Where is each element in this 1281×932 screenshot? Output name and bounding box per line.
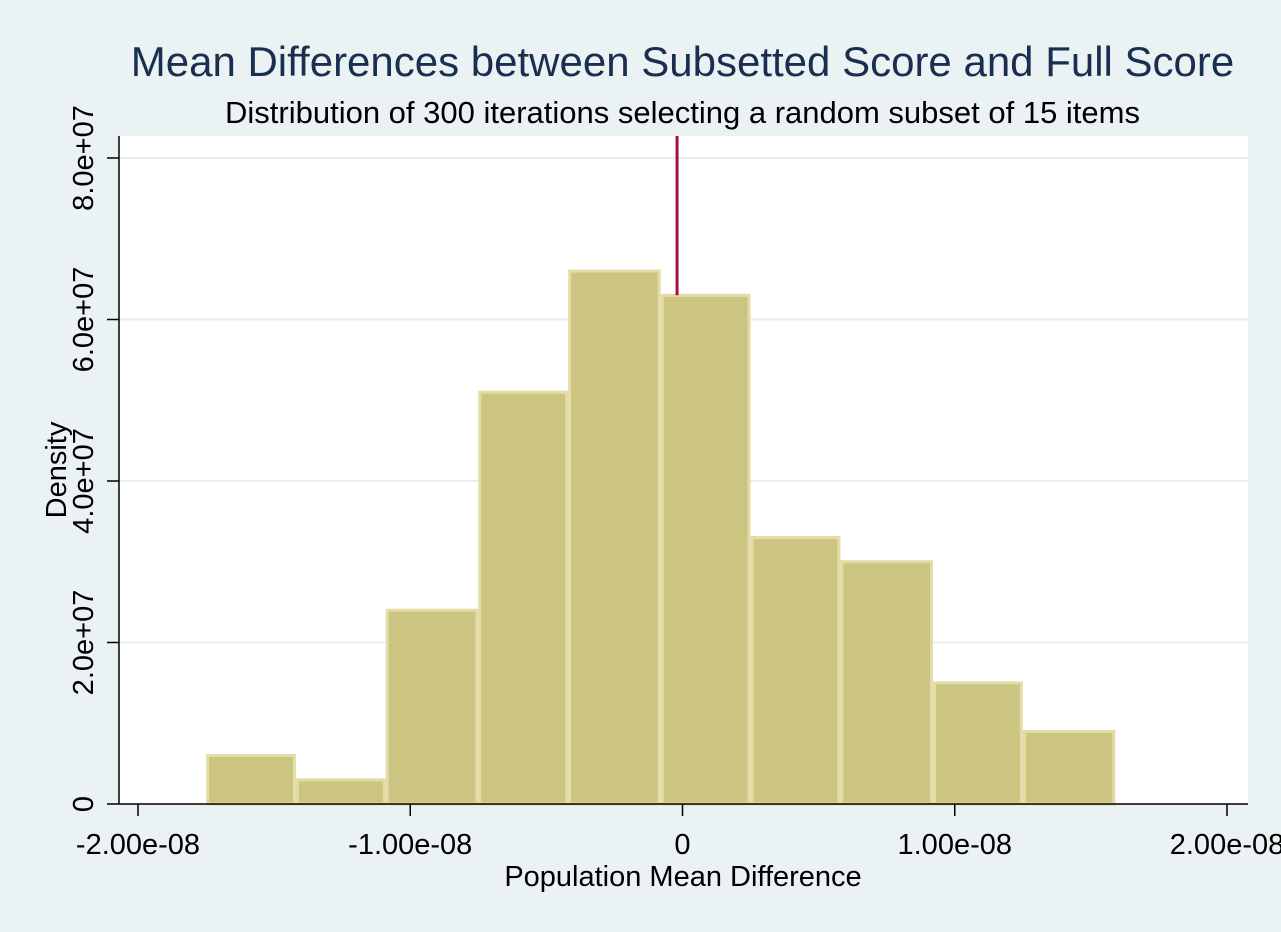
- histogram-bar: [478, 390, 569, 806]
- y-tick-label: 4.0e+07: [68, 428, 100, 534]
- y-tick-label: 6.0e+07: [68, 267, 100, 373]
- histogram-bar: [660, 293, 751, 806]
- chart-subtitle: Distribution of 300 iterations selecting…: [225, 95, 1140, 130]
- histogram-bar: [932, 681, 1023, 806]
- x-tick-label: 0: [674, 829, 690, 861]
- x-axis-label: Population Mean Difference: [504, 861, 861, 893]
- x-tick-label: -2.00e-08: [76, 829, 200, 861]
- y-tick-label: 2.0e+07: [68, 590, 100, 696]
- histogram-bar: [1022, 729, 1116, 806]
- histogram-bar: [568, 269, 661, 806]
- chart-title: Mean Differences between Subsetted Score…: [130, 38, 1235, 85]
- histogram-bar: [206, 754, 296, 806]
- x-tick-label: 2.00e-08: [1170, 829, 1281, 861]
- histogram-bar: [295, 778, 386, 806]
- x-tick-label: 1.00e-08: [898, 829, 1013, 861]
- histogram-bar: [385, 608, 479, 806]
- y-axis-label: Density: [41, 421, 73, 518]
- axes: -2.00e-08 -1.00e-08 0 1.00e-08 2.00e-08 0 2.0e…: [68, 105, 1281, 861]
- x-tick-label: -1.00e-08: [348, 829, 472, 861]
- y-tick-label: 8.0e+07: [68, 105, 100, 211]
- y-tick-label: 0: [68, 796, 100, 812]
- histogram-bar: [750, 536, 841, 806]
- histogram-bar: [840, 560, 933, 806]
